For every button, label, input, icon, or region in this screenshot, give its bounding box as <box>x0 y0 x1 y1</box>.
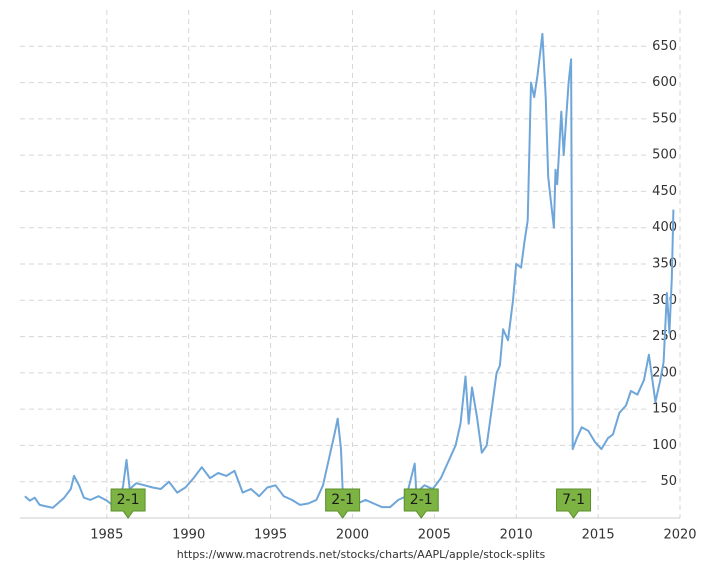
y-tick-label: 650 <box>652 39 677 54</box>
x-tick-label: 1995 <box>254 528 287 543</box>
y-tick-label: 500 <box>652 148 677 163</box>
y-tick-label: 600 <box>652 75 677 90</box>
split-marker <box>556 488 592 519</box>
split-label: 2-1 <box>331 492 354 508</box>
x-tick-label: 1985 <box>90 528 123 543</box>
split-label: 2-1 <box>410 492 433 508</box>
price-line <box>24 32 675 509</box>
y-tick-label: 400 <box>652 220 677 235</box>
source-url: https://www.macrotrends.net/stocks/chart… <box>177 548 546 561</box>
x-tick-label: 2000 <box>336 528 369 543</box>
split-label: 7-1 <box>562 492 585 508</box>
y-tick-label: 350 <box>652 257 677 272</box>
y-tick-label: 300 <box>652 293 677 308</box>
y-tick-label: 200 <box>652 365 677 380</box>
x-tick-label: 2020 <box>663 528 696 543</box>
y-tick-label: 100 <box>652 438 677 453</box>
x-tick-label: 2010 <box>500 528 533 543</box>
x-tick-label: 2015 <box>582 528 615 543</box>
y-tick-label: 450 <box>652 184 677 199</box>
y-tick-label: 550 <box>652 111 677 126</box>
split-marker <box>325 488 361 519</box>
x-tick-label: 2005 <box>418 528 451 543</box>
y-tick-label: 150 <box>652 402 677 417</box>
x-tick-label: 1990 <box>172 528 205 543</box>
split-marker <box>110 488 146 519</box>
split-label: 2-1 <box>117 492 140 508</box>
y-tick-label: 50 <box>660 474 677 489</box>
split-marker <box>403 488 439 519</box>
